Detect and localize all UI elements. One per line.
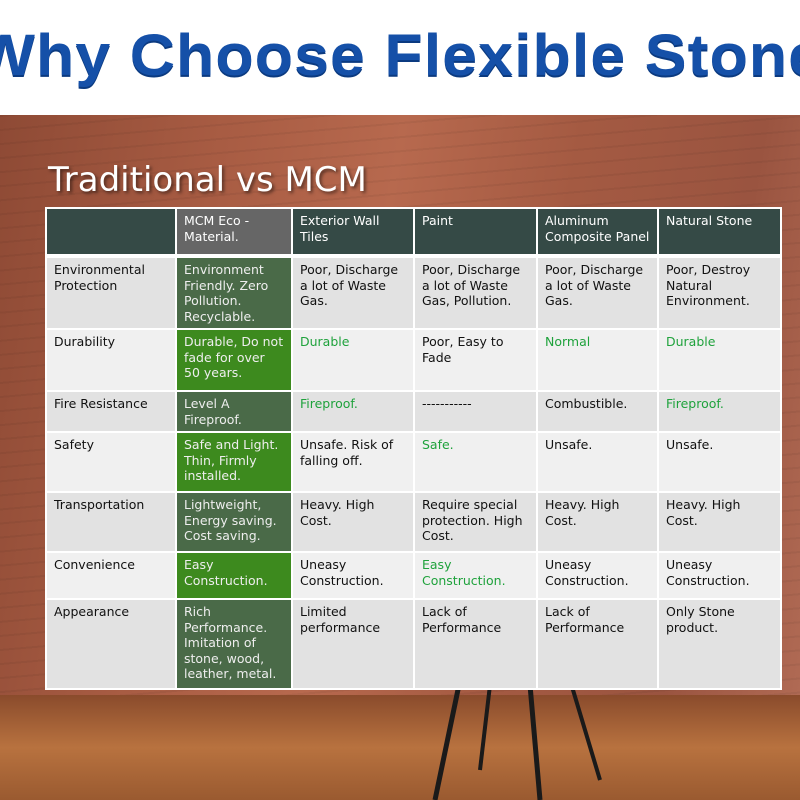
table-row: Durability Durable, Do not fade for over … — [45, 328, 782, 392]
table-cell: Lack of Performance — [536, 598, 659, 690]
table-cell: Limited performance — [291, 598, 415, 690]
wood-floor-background — [0, 695, 800, 800]
column-header: MCM Eco - Material. — [175, 207, 293, 257]
table-cell: Only Stone product. — [657, 598, 782, 690]
table-row: Appearance Rich Performance. Imitation of… — [45, 598, 782, 690]
table-cell: Lack of Performance — [413, 598, 538, 690]
row-label: Durability — [45, 328, 177, 392]
table-header-row: MCM Eco - Material. Exterior Wall Tiles Pa… — [45, 207, 782, 257]
chair-image — [432, 679, 602, 800]
mcm-cell: Safe and Light. Thin, Firmly installed. — [175, 431, 293, 493]
table-cell: Poor, Discharge a lot of Waste Gas, Poll… — [413, 255, 538, 330]
table-cell: Safe. — [413, 431, 538, 493]
mcm-cell: Easy Construction. — [175, 551, 293, 600]
mcm-cell: Rich Performance. Imitation of stone, wo… — [175, 598, 293, 690]
mcm-cell: Level A Fireproof. — [175, 390, 293, 433]
mcm-cell: Durable, Do not fade for over 50 years. — [175, 328, 293, 392]
column-header: Exterior Wall Tiles — [291, 207, 415, 257]
column-header: Paint — [413, 207, 538, 257]
row-label: Convenience — [45, 551, 177, 600]
table-cell: Durable — [291, 328, 415, 392]
table-cell: Uneasy Construction. — [657, 551, 782, 600]
table-cell: Uneasy Construction. — [291, 551, 415, 600]
table-cell: Poor, Easy to Fade — [413, 328, 538, 392]
table-cell: Normal — [536, 328, 659, 392]
table-row: Environmental Protection Environment Frie… — [45, 255, 782, 330]
table-cell: Combustible. — [536, 390, 659, 433]
table-cell: Fireproof. — [291, 390, 415, 433]
table-cell: Require special protection. High Cost. — [413, 491, 538, 553]
table-cell: Heavy. High Cost. — [291, 491, 415, 553]
table-row: Safety Safe and Light. Thin, Firmly insta… — [45, 431, 782, 493]
table-cell: Poor, Discharge a lot of Waste Gas. — [291, 255, 415, 330]
table-cell: Poor, Destroy Natural Environment. — [657, 255, 782, 330]
row-label: Appearance — [45, 598, 177, 690]
row-label: Environmental Protection — [45, 255, 177, 330]
comparison-subtitle: Traditional vs MCM — [48, 160, 367, 200]
table-cell: Unsafe. — [536, 431, 659, 493]
row-label: Fire Resistance — [45, 390, 177, 433]
column-header: Aluminum Composite Panel — [536, 207, 659, 257]
table-cell: Heavy. High Cost. — [657, 491, 782, 553]
row-label: Safety — [45, 431, 177, 493]
table-cell: Uneasy Construction. — [536, 551, 659, 600]
comparison-table: MCM Eco - Material. Exterior Wall Tiles Pa… — [45, 207, 782, 690]
table-cell: Fireproof. — [657, 390, 782, 433]
table-cell: Durable — [657, 328, 782, 392]
table-cell: Poor, Discharge a lot of Waste Gas. — [536, 255, 659, 330]
column-header: Natural Stone — [657, 207, 782, 257]
table-cell: Heavy. High Cost. — [536, 491, 659, 553]
table-row: Fire Resistance Level A Fireproof. Firepro… — [45, 390, 782, 433]
table-row: Convenience Easy Construction. Uneasy Cons… — [45, 551, 782, 600]
title-banner: Why Choose Flexible Stone — [0, 0, 800, 115]
table-cell: Unsafe. — [657, 431, 782, 493]
mcm-cell: Environment Friendly. Zero Pollution. Re… — [175, 255, 293, 330]
table-cell: Easy Construction. — [413, 551, 538, 600]
table-cell: ----------- — [413, 390, 538, 433]
mcm-cell: Lightweight, Energy saving. Cost saving. — [175, 491, 293, 553]
table-row: Transportation Lightweight, Energy saving… — [45, 491, 782, 553]
table-cell: Unsafe. Risk of falling off. — [291, 431, 415, 493]
page-title: Why Choose Flexible Stone — [0, 23, 800, 88]
row-label: Transportation — [45, 491, 177, 553]
column-header — [45, 207, 177, 257]
